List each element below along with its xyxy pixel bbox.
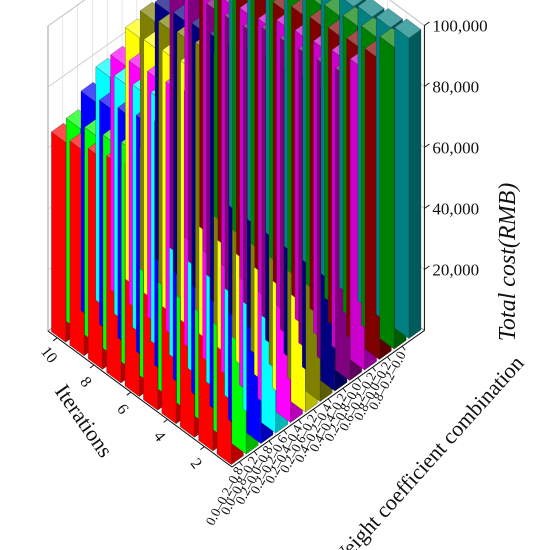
y-tick: [342, 387, 347, 393]
x-tick: [89, 364, 95, 369]
y-tick: [283, 429, 288, 435]
y-tick: [357, 377, 362, 383]
z-tick: [424, 143, 430, 148]
x-tick: [52, 337, 58, 342]
x-tick-label: 8: [76, 374, 94, 391]
bar-top-face: [357, 0, 385, 18]
z-tick-label: 100,000: [432, 17, 487, 36]
x-tick: [163, 418, 168, 423]
x-axis-line: [47, 330, 233, 468]
bar-front-face: [394, 27, 410, 340]
y-tick: [268, 440, 273, 446]
z-tick: [424, 204, 430, 209]
bar-side-face: [408, 29, 422, 340]
x-tick-label: 4: [150, 428, 168, 445]
y-tick: [372, 366, 377, 372]
bar-front-face: [379, 36, 395, 350]
z-tick-label: 80,000: [432, 78, 479, 97]
bar-top-face: [375, 8, 404, 28]
y-tick: [327, 398, 332, 404]
x-tick-label: 6: [113, 401, 131, 418]
chart-bars: [50, 0, 422, 466]
z-tick: [424, 82, 430, 87]
chart-axes: [47, 21, 430, 468]
z-axis-title: Total cost(RMB): [495, 183, 521, 341]
x-tick-label: 10: [37, 343, 60, 366]
y-tick: [312, 408, 317, 414]
bar-front-face: [51, 131, 66, 343]
x-axis-title: Iterations: [50, 379, 118, 461]
z-tick: [424, 265, 430, 270]
y-tick: [386, 356, 391, 362]
bar-1-13: [394, 18, 422, 340]
y-tick: [253, 450, 258, 456]
z-tick-label: 20,000: [432, 261, 479, 280]
z-tick-label: 40,000: [432, 200, 479, 219]
y-tick: [298, 419, 303, 425]
z-tick-label: 60,000: [432, 139, 479, 158]
x-tick: [200, 446, 205, 451]
x-tick: [126, 391, 132, 396]
x-tick-label: 2: [187, 455, 205, 472]
bar-top-face: [344, 0, 364, 7]
y-tick: [401, 345, 406, 351]
y-tick: [238, 461, 243, 467]
bar-top-face: [394, 18, 422, 39]
z-tick: [424, 21, 430, 26]
